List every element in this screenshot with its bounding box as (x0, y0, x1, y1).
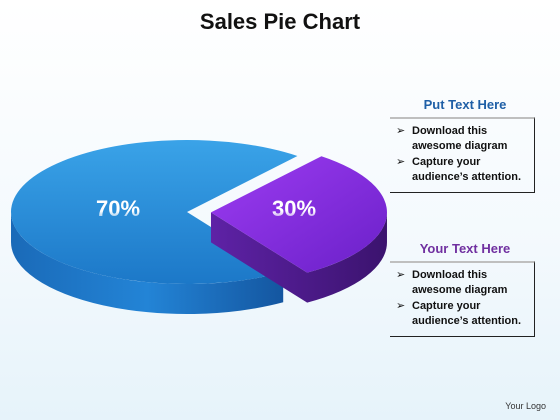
arrow-bullet-icon: ➢ (396, 156, 406, 168)
bullet-item: ➢ Capture your audience’s attention. (396, 300, 522, 327)
pie-slice-30 (210, 156, 387, 303)
logo-text: Your Logo (505, 401, 546, 411)
slice-label-30: 30% (272, 196, 316, 221)
arrow-bullet-icon: ➢ (396, 300, 406, 312)
page-title: Sales Pie Chart (199, 9, 361, 34)
panel-box: ➢ Download this awesome diagram ➢ Capture … (390, 117, 535, 193)
panel-box: ➢ Download this awesome diagram ➢ Capture … (390, 261, 535, 337)
panel-title: Put Text Here (423, 97, 507, 112)
arrow-bullet-icon: ➢ (396, 269, 406, 281)
panel-title: Your Text Here (419, 241, 511, 256)
bullet-item: ➢ Download this awesome diagram (396, 269, 508, 296)
bullet-item: ➢ Capture your audience’s attention. (396, 156, 522, 183)
bullet-item: ➢ Download this awesome diagram (396, 125, 508, 152)
arrow-bullet-icon: ➢ (396, 125, 406, 137)
slice-label-70: 70% (96, 196, 140, 221)
